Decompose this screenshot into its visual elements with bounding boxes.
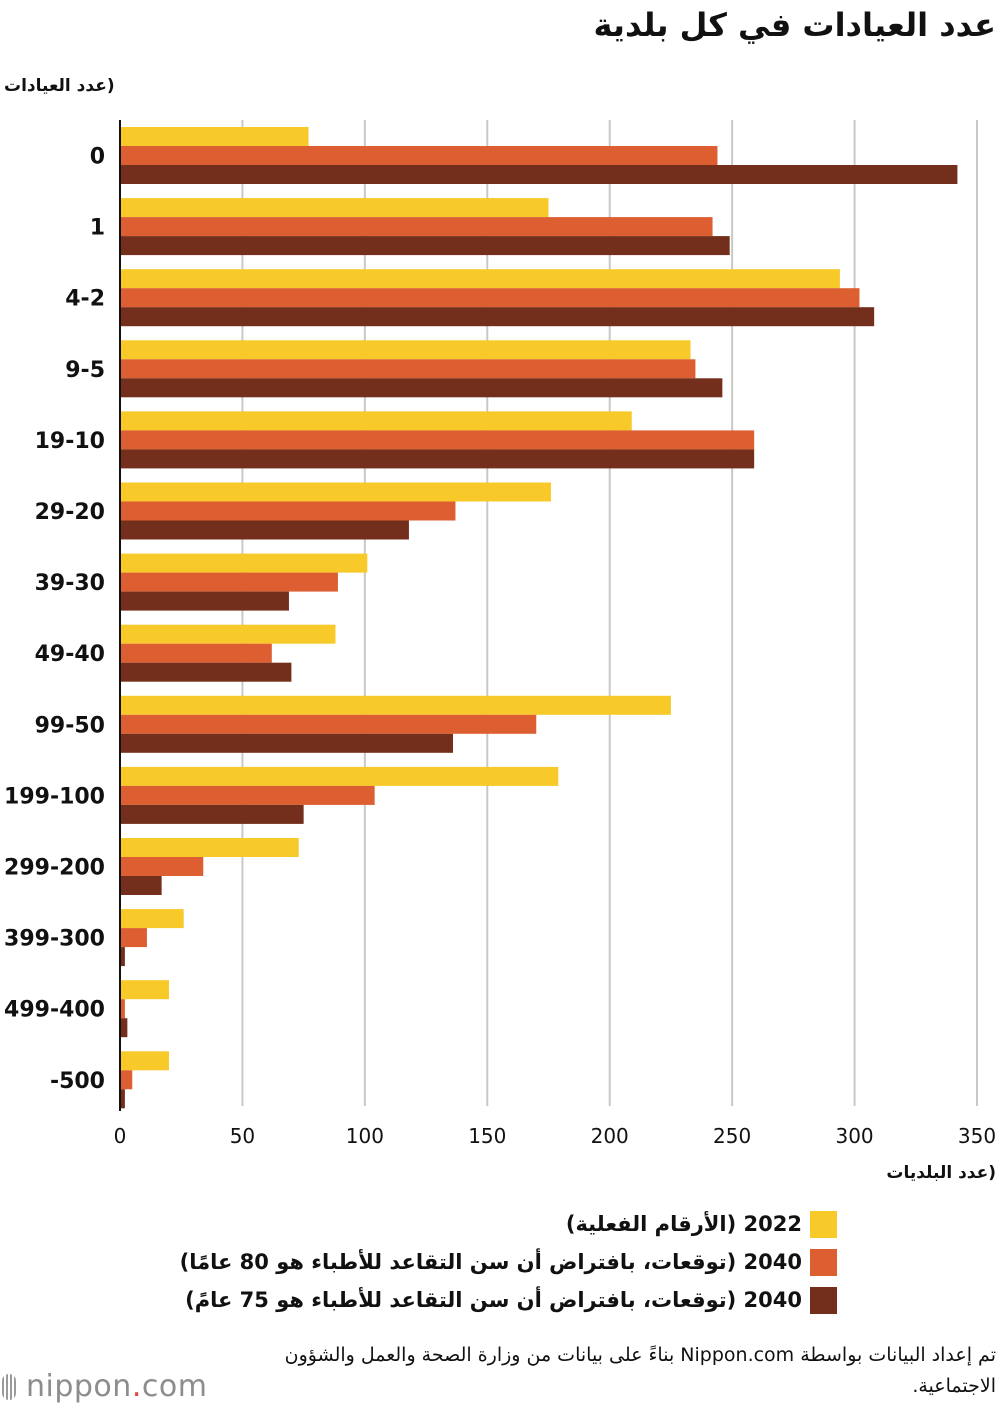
logo-name: nippon [26, 1369, 132, 1404]
legend-year: 2022 [743, 1212, 802, 1236]
bar-2 [120, 857, 204, 876]
bars [120, 127, 958, 1109]
bar-3 [120, 733, 454, 753]
bar-1 [120, 411, 632, 431]
bar-1 [120, 340, 691, 360]
bar-1 [120, 198, 549, 218]
bar-2 [120, 785, 375, 805]
bar-3 [120, 307, 875, 327]
x-tick-label: 150 [468, 1124, 506, 1148]
bar-1 [120, 838, 299, 857]
bar-1 [120, 909, 184, 929]
legend: 2022 (الأرقام الفعلية) 2040 (توقعات، باف… [180, 1205, 837, 1319]
legend-swatch-2022 [810, 1210, 837, 1238]
bar-1 [120, 980, 169, 1000]
bar-1 [120, 695, 671, 715]
logo-dot: . [131, 1369, 142, 1404]
bar-3 [120, 1089, 125, 1109]
legend-text: (توقعات، بافتراض أن سن التقاعد للأطباء ه… [179, 1250, 737, 1274]
category-label: 29-20 [35, 500, 105, 525]
bar-2 [120, 572, 338, 592]
bar-2 [120, 1070, 133, 1090]
bar-2 [120, 928, 147, 948]
bar-1 [120, 482, 551, 502]
bar-3 [120, 804, 304, 824]
x-tick-label: 50 [230, 1124, 255, 1148]
legend-year: 2040 [743, 1288, 802, 1312]
category-label: 399-300 [4, 927, 105, 952]
x-axis-label: (عدد البلديات [886, 1163, 996, 1183]
bar-3 [120, 449, 755, 469]
x-tick-label: 350 [958, 1124, 996, 1148]
bar-2 [120, 999, 125, 1019]
bar-3 [120, 165, 958, 184]
bar-3 [120, 378, 723, 398]
category-label: -500 [50, 1069, 105, 1094]
bar-1 [120, 269, 840, 289]
labels: 0 50 100 150 200 250 300 350 0 1 4-2 9-5 19-10 29-20 3… [4, 145, 996, 1149]
category-label: 199-100 [4, 784, 105, 809]
bar-1 [120, 1051, 169, 1071]
category-label: 1 [90, 216, 105, 241]
legend-swatch-2040-75 [810, 1286, 837, 1314]
bar-1 [120, 766, 559, 786]
chart-title: عدد العيادات في كل بلدية [593, 6, 996, 44]
bar-3 [120, 876, 162, 895]
category-label: 19-10 [35, 429, 105, 454]
category-label: 39-30 [35, 571, 105, 596]
bar-3 [120, 591, 289, 611]
bar-1 [120, 553, 368, 573]
category-label: 49-40 [35, 642, 105, 667]
category-label: 99-50 [35, 713, 105, 738]
legend-text: (توقعات، بافتراض أن سن التقاعد للأطباء ه… [185, 1288, 737, 1312]
bar-2 [120, 146, 718, 165]
category-label: 0 [90, 145, 105, 170]
category-label: 499-400 [4, 998, 105, 1023]
source-note: تم إعداد البيانات بواسطة Nippon.com بناء… [284, 1344, 996, 1397]
bar-1 [120, 127, 309, 146]
bar-2 [120, 217, 713, 237]
legend-text: (الأرقام الفعلية) [565, 1212, 737, 1236]
bar-2 [120, 714, 537, 734]
bar-1 [120, 624, 336, 644]
bar-2 [120, 359, 696, 379]
x-tick-label: 250 [713, 1124, 751, 1148]
bar-3 [120, 520, 409, 540]
category-label: 9-5 [65, 358, 105, 383]
legend-item-2040-75: 2040 (توقعات، بافتراض أن سن التقاعد للأط… [180, 1281, 837, 1319]
category-label: 299-200 [4, 856, 105, 881]
legend-item-2022: 2022 (الأرقام الفعلية) [180, 1205, 837, 1243]
category-label: 4-2 [65, 287, 105, 312]
bar-2 [120, 430, 755, 450]
bar-2 [120, 643, 272, 663]
bar-2 [120, 501, 456, 521]
logo-suffix: com [141, 1369, 208, 1404]
bar-3 [120, 236, 730, 256]
x-tick-label: 0 [114, 1124, 127, 1148]
nippon-logo[interactable]: nippon. com [2, 1369, 207, 1404]
bar-chart: 0 50 100 150 200 250 300 350 0 1 4-2 9-5 19-10 29-20 3… [4, 120, 996, 1149]
gridlines [241, 120, 978, 1106]
bar-3 [120, 1018, 128, 1038]
x-tick-label: 200 [591, 1124, 629, 1148]
bar-3 [120, 662, 292, 682]
bar-2 [120, 288, 860, 308]
logo-mark-icon [2, 1373, 16, 1400]
bar-3 [120, 947, 125, 967]
x-tick-label: 300 [835, 1124, 873, 1148]
legend-swatch-2040-80 [810, 1248, 837, 1276]
legend-item-2040-80: 2040 (توقعات، بافتراض أن سن التقاعد للأط… [180, 1243, 837, 1281]
legend-year: 2040 [743, 1250, 802, 1274]
y-axis-label: (عدد العيادات [4, 76, 115, 96]
x-tick-label: 100 [346, 1124, 384, 1148]
